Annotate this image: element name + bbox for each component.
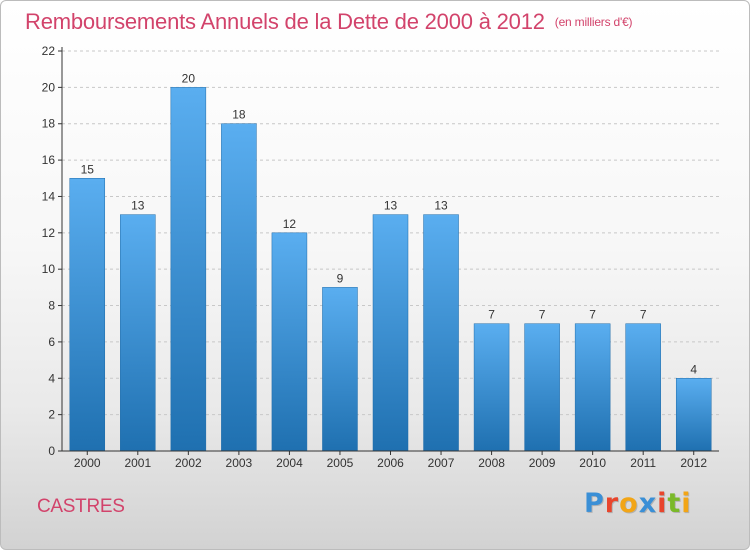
y-tick-label: 2 (48, 408, 55, 422)
logo-letter: i (681, 488, 692, 519)
y-tick-label: 4 (48, 371, 55, 385)
data-label: 7 (488, 308, 495, 322)
bar (473, 323, 510, 452)
y-tick-label: 18 (42, 117, 56, 131)
proxiti-logo[interactable]: Proxiti (584, 488, 692, 519)
x-tick-label: 2000 (74, 456, 101, 470)
data-label: 13 (434, 199, 448, 213)
data-label: 13 (384, 199, 398, 213)
axes (58, 47, 719, 455)
y-tick-label: 14 (42, 189, 56, 203)
bar (372, 214, 409, 452)
bars (69, 87, 712, 452)
data-label: 9 (337, 271, 344, 285)
x-tick-label: 2002 (175, 456, 202, 470)
bar (221, 123, 257, 452)
x-tick-label: 2005 (327, 456, 354, 470)
data-label: 18 (232, 108, 246, 122)
data-label: 4 (690, 362, 697, 376)
x-tick-label: 2001 (124, 456, 151, 470)
data-label: 15 (81, 162, 95, 176)
logo-letter: r (604, 488, 620, 519)
x-tick-label: 2006 (377, 456, 404, 470)
bar (322, 287, 358, 452)
bar (271, 232, 308, 452)
bar (423, 214, 459, 452)
data-label: 13 (131, 199, 145, 213)
bar (120, 214, 156, 452)
city-name: CASTRES (37, 496, 125, 517)
x-tick-label: 2003 (226, 456, 253, 470)
y-tick-label: 16 (42, 153, 56, 167)
bar (69, 178, 106, 452)
y-tick-label: 6 (48, 335, 55, 349)
logo-letter: x (638, 488, 658, 519)
chart-title-text: Remboursements Annuels de la Dette de 20… (25, 9, 545, 34)
y-tick-label: 0 (48, 444, 55, 458)
data-label: 7 (589, 308, 596, 322)
y-tick-label: 8 (48, 299, 55, 313)
x-tick-label: 2007 (428, 456, 455, 470)
y-tick-label: 22 (42, 44, 56, 58)
bar (625, 323, 661, 452)
chart-title: Remboursements Annuels de la Dette de 20… (25, 9, 633, 35)
logo-letter: t (667, 488, 682, 519)
logo-letter: o (619, 488, 639, 519)
y-tick-label: 10 (42, 262, 56, 276)
x-tick-label: 2008 (478, 456, 505, 470)
x-tick-label: 2004 (276, 456, 303, 470)
x-tick-label: 2009 (529, 456, 556, 470)
labels: 0 2 4 6 8 10 12 14 16 18 20 22 15 2000 13 2001 20 2002 18 2… (42, 44, 708, 470)
data-label: 7 (539, 308, 546, 322)
bar (675, 378, 712, 452)
y-tick-label: 12 (42, 226, 56, 240)
data-label: 20 (182, 71, 196, 85)
bar (574, 323, 611, 452)
bar (524, 323, 560, 452)
logo-letter: P (584, 488, 605, 519)
data-label: 12 (283, 217, 297, 231)
bar (170, 87, 207, 452)
x-tick-label: 2011 (630, 456, 656, 470)
y-tick-label: 20 (42, 80, 56, 94)
unit-note: (en milliers d'€) (554, 15, 633, 29)
x-tick-label: 2010 (579, 456, 606, 470)
x-tick-label: 2012 (680, 456, 707, 470)
logo-letter: i (657, 488, 668, 519)
data-label: 7 (640, 308, 647, 322)
